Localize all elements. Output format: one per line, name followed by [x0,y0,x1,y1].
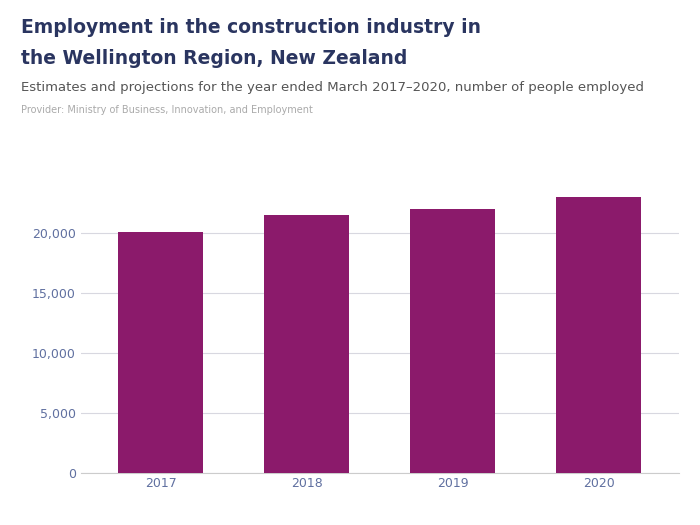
Text: Provider: Ministry of Business, Innovation, and Employment: Provider: Ministry of Business, Innovati… [21,105,313,115]
Text: figure.nz: figure.nz [585,19,661,33]
Text: the Wellington Region, New Zealand: the Wellington Region, New Zealand [21,49,407,68]
Text: Employment in the construction industry in: Employment in the construction industry … [21,18,481,37]
Bar [265,215,349,472]
Bar [410,209,495,472]
Text: Estimates and projections for the year ended March 2017–2020, number of people e: Estimates and projections for the year e… [21,81,644,94]
Bar [556,197,641,472]
Bar [118,232,203,472]
